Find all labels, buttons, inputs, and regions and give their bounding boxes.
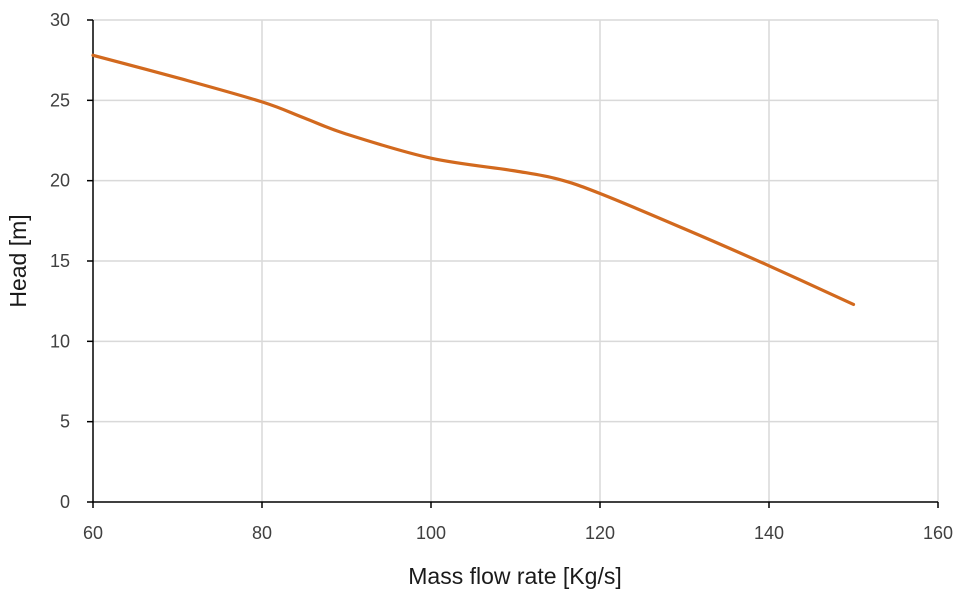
data-series: [91, 53, 856, 306]
x-axis-title: Mass flow rate [Kg/s]: [408, 563, 621, 589]
y-tick-label: 5: [60, 412, 70, 432]
series-line: [91, 53, 856, 306]
x-tick-label: 80: [252, 523, 272, 543]
x-tick-label: 60: [83, 523, 103, 543]
x-tick-labels: 60 80 100 120 140 160: [83, 523, 953, 543]
y-tick-label: 25: [50, 90, 70, 110]
x-tick-label: 160: [923, 523, 953, 543]
x-tick-label: 140: [754, 523, 784, 543]
y-axis-title: Head [m]: [5, 214, 31, 307]
y-tick-label: 30: [50, 10, 70, 30]
gridlines: [93, 19, 939, 502]
axes: [87, 19, 939, 508]
y-tick-label: 0: [60, 492, 70, 512]
y-tick-label: 20: [50, 171, 70, 191]
y-tick-label: 15: [50, 251, 70, 271]
x-tick-label: 100: [416, 523, 446, 543]
y-tick-label: 10: [50, 331, 70, 351]
y-tick-labels: 0 5 10 15 20 25 30: [50, 10, 70, 512]
x-tick-label: 120: [585, 523, 615, 543]
